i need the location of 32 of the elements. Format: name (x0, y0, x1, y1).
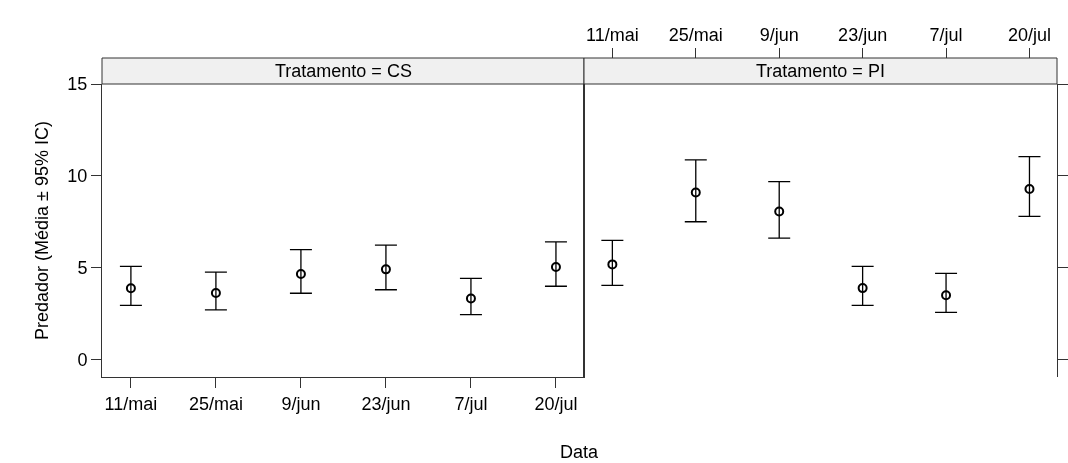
x-axis-title: Data (560, 442, 600, 462)
x-tick-label: 23/jun (838, 24, 888, 45)
x-tick-label: 25/mai (188, 393, 243, 414)
x-tick-label: 9/jun (281, 393, 321, 414)
x-tick-label: 25/mai (668, 24, 723, 45)
x-tick-label: 7/jul (454, 393, 488, 414)
chart-title: Tratamento = CS (275, 61, 412, 81)
point (295, 268, 306, 279)
point (465, 293, 476, 304)
point (690, 187, 701, 198)
point (380, 264, 391, 275)
point (774, 206, 785, 217)
x-tick-label: 11/mai (586, 24, 639, 45)
point (125, 283, 136, 294)
y-tick-label: 10 (67, 166, 88, 187)
x-tick-label: 9/jun (759, 24, 799, 45)
point (607, 259, 618, 270)
x-tick-label: 20/jul (534, 393, 578, 414)
chart-title: Tratamento = PI (756, 61, 885, 81)
x-tick-label: 7/jul (929, 24, 963, 45)
y-tick-label: 0 (77, 349, 88, 370)
y-tick-label: 5 (77, 258, 88, 278)
x-tick-label: 20/jul (1007, 24, 1051, 45)
y-axis-title: Predador (Média ± 95% IC) (31, 121, 52, 340)
x-tick-label: 11/mai (104, 393, 158, 414)
x-tick-label: 23/jun (361, 393, 411, 414)
point (210, 288, 221, 299)
point (857, 283, 868, 294)
point (550, 261, 561, 272)
y-tick-label: 15 (67, 74, 88, 95)
point (1024, 184, 1035, 195)
point (941, 290, 952, 301)
